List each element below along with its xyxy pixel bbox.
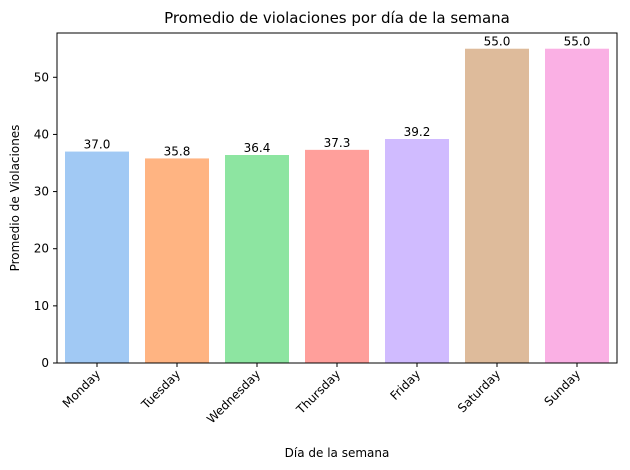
data-label-friday: 39.2 — [404, 125, 431, 139]
x-tick-label-friday: Friday — [388, 367, 424, 403]
x-tick-label-monday: Monday — [60, 367, 103, 410]
x-tick-label-thursday: Thursday — [293, 367, 343, 417]
x-tick-label-tuesday: Tuesday — [138, 367, 183, 412]
bar-thursday — [305, 149, 369, 363]
y-axis: 0 10 20 30 40 50 — [34, 70, 57, 370]
data-label-thursday: 37.3 — [324, 136, 351, 150]
bar-saturday — [465, 48, 529, 363]
bar-monday — [65, 151, 129, 363]
data-label-monday: 37.0 — [84, 138, 111, 152]
bar-sunday — [545, 48, 609, 363]
y-tick-label: 20 — [34, 242, 49, 256]
chart-title: Promedio de violaciones por día de la se… — [164, 9, 510, 27]
x-tick-label-sunday: Sunday — [541, 367, 583, 409]
bar-wednesday — [225, 155, 289, 363]
x-axis-label: Día de la semana — [285, 446, 390, 460]
y-tick-label: 50 — [34, 70, 49, 84]
bar-friday — [385, 139, 449, 363]
data-label-saturday: 55.0 — [484, 35, 511, 49]
bar-tuesday — [145, 158, 209, 363]
plot-frame — [56, 32, 618, 364]
y-tick-label: 10 — [34, 299, 49, 313]
x-tick-label-saturday: Saturday — [455, 367, 503, 415]
y-tick-label: 30 — [34, 185, 49, 199]
data-label-tuesday: 35.8 — [164, 144, 191, 158]
bars-group: 37.0 35.8 36.4 37.3 39.2 55.0 55.0 — [65, 35, 609, 363]
y-tick-label: 40 — [34, 127, 49, 141]
y-axis-label: Promedio de Violaciones — [8, 125, 22, 272]
y-tick-label: 0 — [41, 356, 49, 370]
data-label-sunday: 55.0 — [564, 35, 591, 49]
x-tick-label-wednesday: Wednesday — [204, 367, 263, 426]
data-label-wednesday: 36.4 — [244, 141, 271, 155]
x-axis: Monday Tuesday Wednesday Thursday Friday Satu… — [60, 363, 583, 426]
